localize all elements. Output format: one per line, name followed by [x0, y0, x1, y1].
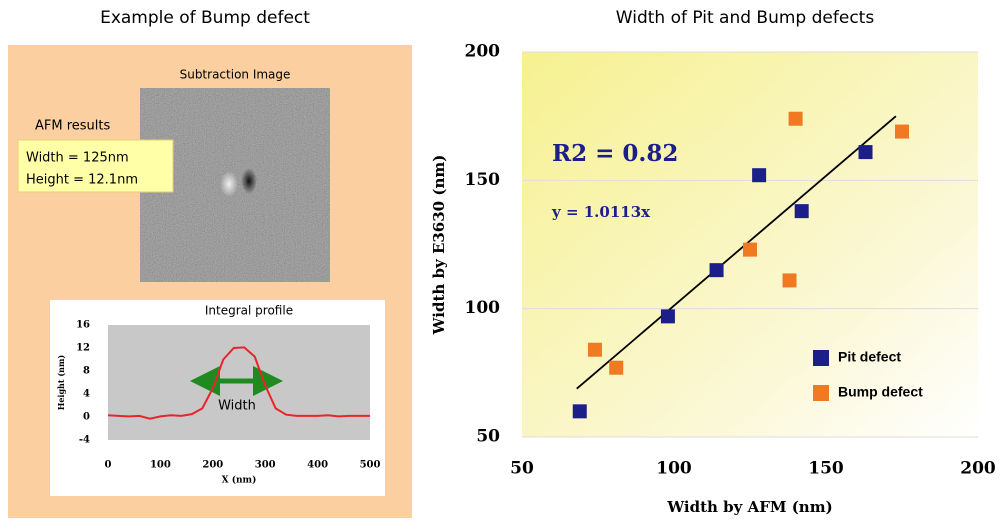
legend-label: Bump defect: [838, 384, 923, 400]
y-tick-label: 8: [83, 366, 90, 377]
x-tick-label: 150: [808, 459, 844, 479]
y-tick-label: 100: [465, 298, 501, 318]
afm-height: Height = 12.1nm: [26, 173, 138, 188]
annotation: y = 1.0113x: [551, 203, 651, 221]
data-point: [895, 125, 909, 139]
legend-swatch: [813, 385, 829, 401]
annotation: Width: [218, 399, 256, 414]
panel-title: Example of Bump defect: [100, 8, 310, 28]
data-point: [859, 145, 873, 159]
data-point: [752, 168, 766, 182]
afm-width: Width = 125nm: [26, 151, 129, 166]
chart-title: Width of Pit and Bump defects: [616, 8, 875, 28]
x-tick-label: 100: [150, 460, 171, 471]
x-tick-label: 500: [360, 460, 381, 471]
y-tick-label: 4: [83, 389, 90, 400]
y-tick-label: 0: [83, 412, 90, 423]
data-point: [573, 404, 587, 418]
x-tick-label: 200: [202, 460, 223, 471]
data-point: [661, 309, 675, 323]
y-tick-label: 200: [465, 42, 501, 62]
data-point: [710, 263, 724, 277]
data-point: [795, 204, 809, 218]
x-axis-label: X (nm): [222, 475, 257, 486]
x-tick-label: 300: [255, 460, 276, 471]
x-tick-label: 0: [105, 460, 112, 471]
annotation: R2 = 0.82: [552, 140, 678, 167]
y-tick-label: 150: [465, 170, 501, 190]
x-tick-label: 100: [656, 459, 692, 479]
data-point: [609, 361, 623, 375]
data-point: [588, 343, 602, 357]
image-label: Subtraction Image: [180, 68, 291, 82]
x-axis-label: Width by AFM (nm): [666, 498, 832, 516]
x-tick-label: 200: [960, 459, 996, 479]
data-point: [783, 273, 797, 287]
afm-heading: AFM results: [35, 119, 110, 134]
y-axis-label: Height (nm): [56, 355, 66, 411]
y-tick-label: 16: [76, 320, 90, 331]
x-tick-label: 50: [510, 459, 534, 479]
legend-label: Pit defect: [838, 349, 901, 365]
y-tick-label: -4: [79, 435, 90, 446]
chart-title: Integral profile: [205, 304, 293, 318]
data-point: [789, 112, 803, 126]
data-point: [743, 243, 757, 257]
x-tick-label: 400: [307, 460, 328, 471]
legend-swatch: [813, 350, 829, 366]
y-tick-label: 12: [76, 343, 90, 354]
y-tick-label: 50: [476, 427, 500, 447]
figure: Example of Bump defect Subtraction Image…: [0, 0, 1004, 525]
y-axis-label: Width by E3630 (nm): [430, 155, 448, 336]
